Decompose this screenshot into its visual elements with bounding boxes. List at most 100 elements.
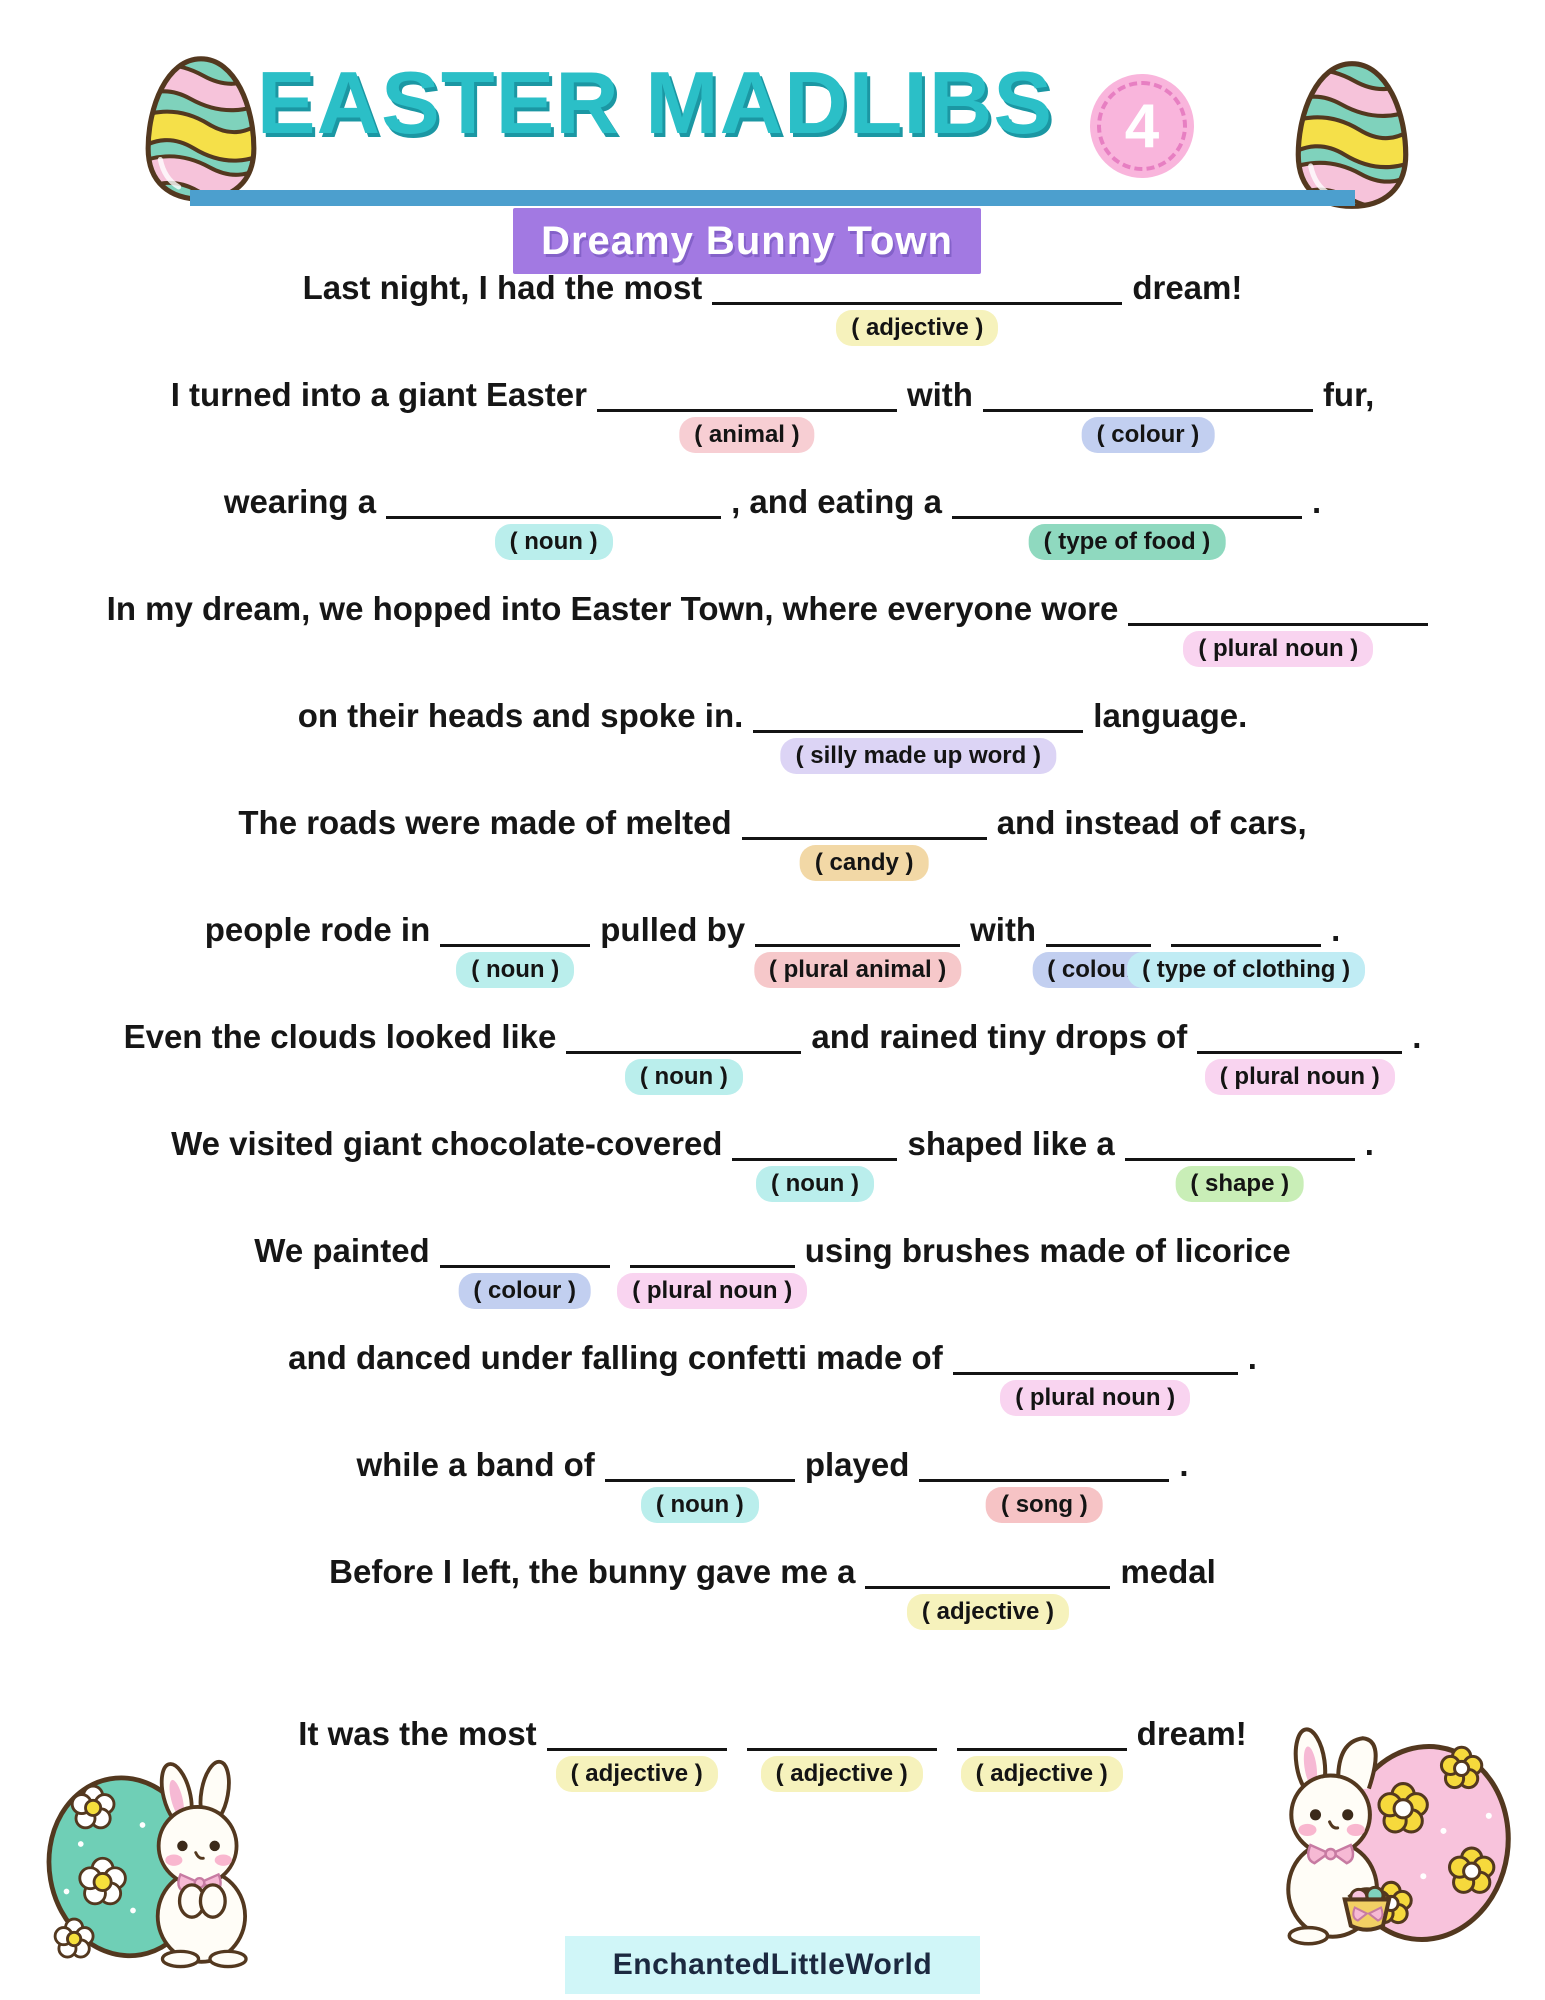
brand-name: EnchantedLittleWorld — [564, 1936, 981, 1994]
fill-in-blank-candy[interactable]: ( candy ) — [741, 803, 987, 881]
madlib-line: on their heads and spoke in. ( silly made… — [50, 696, 1495, 803]
page-title: EASTER MADLIBS — [256, 53, 1054, 152]
madlib-text: . — [1364, 1125, 1374, 1162]
madlib-text: Before I left, the bunny gave me a — [329, 1553, 856, 1590]
fill-in-blank-type-of-clothing[interactable]: ( type of clothing ) — [1127, 910, 1366, 988]
fill-in-blank-noun[interactable]: ( noun ) — [386, 482, 722, 560]
madlib-line: Even the clouds looked like ( noun ) and r… — [50, 1017, 1495, 1124]
madlib-text: and instead of cars, — [996, 804, 1307, 841]
madlib-text: , and eating a — [731, 483, 942, 520]
footer: EnchantedLittleWorld — [0, 1936, 1545, 1994]
fill-in-blank-adjective[interactable]: ( adjective ) — [865, 1552, 1111, 1630]
subtitle-text: Dreamy Bunny Town — [541, 218, 953, 263]
madlib-line: It was the most ( adjective ) ( adjective … — [50, 1714, 1495, 1821]
madlib-text: . — [1247, 1339, 1257, 1376]
madlib-text: and danced under falling confetti made o… — [288, 1339, 943, 1376]
word-type-label: ( song ) — [986, 1487, 1103, 1523]
madlib-line: The roads were made of melted ( candy ) an… — [50, 803, 1495, 910]
word-type-label: ( adjective ) — [836, 310, 999, 346]
fill-in-blank-colour[interactable]: ( colour ) — [982, 375, 1313, 453]
word-type-label: ( plural noun ) — [1204, 1059, 1395, 1095]
madlib-text: medal — [1120, 1553, 1216, 1590]
word-type-label: ( plural animal ) — [753, 952, 962, 988]
title-underline-bar — [190, 190, 1355, 206]
daisy-icon — [53, 1784, 127, 1959]
word-type-label: ( candy ) — [799, 845, 929, 881]
madlib-line: while a band of ( noun ) played ( song ). — [50, 1445, 1495, 1552]
madlib-line: In my dream, we hopped into Easter Town,… — [50, 589, 1495, 696]
word-type-label: ( plural noun ) — [617, 1273, 808, 1309]
word-type-label: ( adjective ) — [906, 1594, 1069, 1630]
madlib-text: . — [1331, 911, 1341, 948]
fill-in-blank-colour[interactable]: ( colour ) — [439, 1231, 610, 1309]
madlib-text: . — [1179, 1446, 1189, 1483]
madlib-text: with — [906, 376, 973, 413]
word-type-label: ( colour ) — [458, 1273, 592, 1309]
madlib-line: I turned into a giant Easter ( animal ) wi… — [50, 375, 1495, 482]
word-type-label: ( type of food ) — [1028, 524, 1226, 560]
word-type-label: ( adjective ) — [555, 1756, 718, 1792]
madlib-text: We visited giant chocolate-covered — [171, 1125, 723, 1162]
badge-number: 4 — [1124, 91, 1160, 161]
fill-in-blank-silly-made-up-word[interactable]: ( silly made up word ) — [753, 696, 1084, 774]
word-type-label: ( adjective ) — [960, 1756, 1123, 1792]
fill-in-blank-noun[interactable]: ( noun ) — [440, 910, 591, 988]
worksheet-number-badge: 4 — [1090, 74, 1194, 178]
word-type-label: ( plural noun ) — [1183, 631, 1374, 667]
madlib-line: and danced under falling confetti made o… — [50, 1338, 1495, 1445]
fill-in-blank-shape[interactable]: ( shape ) — [1124, 1124, 1355, 1202]
fill-in-blank-colour[interactable]: ( colour ) — [1032, 910, 1165, 988]
madlib-text: Even the clouds looked like — [123, 1018, 557, 1055]
madlib-text: with — [970, 911, 1037, 948]
word-type-label: ( silly made up word ) — [780, 738, 1056, 774]
fill-in-blank-plural-noun[interactable]: ( plural noun ) — [1197, 1017, 1403, 1095]
madlib-line: wearing a ( noun ) , and eating a ( type of… — [50, 482, 1495, 589]
word-type-label: ( noun ) — [755, 1166, 874, 1202]
madlib-text: The roads were made of melted — [238, 804, 732, 841]
madlib-line: Before I left, the bunny gave me a ( adje… — [50, 1552, 1495, 1659]
word-type-label: ( colour ) — [1081, 417, 1215, 453]
word-type-label: ( noun ) — [494, 524, 613, 560]
fill-in-blank-song[interactable]: ( song ) — [919, 1445, 1170, 1523]
fill-in-blank-plural-noun[interactable]: ( plural noun ) — [952, 1338, 1238, 1416]
fill-in-blank-plural-animal[interactable]: ( plural animal ) — [753, 910, 962, 988]
madlib-line: We visited giant chocolate-covered ( noun… — [50, 1124, 1495, 1231]
fill-in-blank-adjective[interactable]: ( adjective ) — [546, 1714, 727, 1792]
madlib-story: Last night, I had the most ( adjective ) d… — [50, 268, 1495, 1821]
madlib-text: shaped like a — [907, 1125, 1115, 1162]
fill-in-blank-adjective[interactable]: ( adjective ) — [712, 268, 1123, 346]
madlib-text: on their heads and spoke in. — [297, 697, 744, 734]
madlib-text: I turned into a giant Easter — [170, 376, 587, 413]
madlib-text: played — [804, 1446, 910, 1483]
bunny-with-egg-illustration — [46, 1759, 248, 1969]
madlib-line: Last night, I had the most ( adjective ) d… — [50, 268, 1495, 375]
fill-in-blank-adjective[interactable]: ( adjective ) — [746, 1714, 937, 1792]
madlib-text: . — [1311, 483, 1322, 520]
madlib-text: people rode in — [204, 911, 431, 948]
easter-egg-icon — [145, 56, 257, 202]
word-type-label: ( noun ) — [456, 952, 575, 988]
word-type-label: ( noun ) — [624, 1059, 743, 1095]
fill-in-blank-noun[interactable]: ( noun ) — [566, 1017, 802, 1095]
fill-in-blank-type-of-food[interactable]: ( type of food ) — [951, 482, 1302, 560]
fill-in-blank-adjective[interactable]: ( adjective ) — [956, 1714, 1127, 1792]
word-type-label: ( noun ) — [640, 1487, 759, 1523]
madlib-line: We painted ( colour ) ( plural noun ) using… — [50, 1231, 1495, 1338]
madlib-text: dream! — [1136, 1715, 1247, 1752]
madlib-text: and rained tiny drops of — [811, 1018, 1188, 1055]
fill-in-blank-noun[interactable]: ( noun ) — [604, 1445, 795, 1523]
madlib-text: wearing a — [223, 483, 377, 520]
madlib-text: using brushes made of licorice — [804, 1232, 1291, 1269]
madlib-text: pulled by — [600, 911, 746, 948]
madlib-text: language. — [1093, 697, 1248, 734]
madlib-text: dream! — [1132, 269, 1243, 306]
fill-in-blank-noun[interactable]: ( noun ) — [732, 1124, 898, 1202]
madlib-text: It was the most — [298, 1715, 537, 1752]
easter-egg-icon — [1295, 61, 1409, 209]
fill-in-blank-plural-noun[interactable]: ( plural noun ) — [617, 1231, 808, 1309]
subtitle-banner: Dreamy Bunny Town — [513, 208, 981, 274]
fill-in-blank-plural-noun[interactable]: ( plural noun ) — [1128, 589, 1429, 667]
fill-in-blank-animal[interactable]: ( animal ) — [596, 375, 897, 453]
madlib-text: In my dream, we hopped into Easter Town,… — [106, 590, 1119, 627]
